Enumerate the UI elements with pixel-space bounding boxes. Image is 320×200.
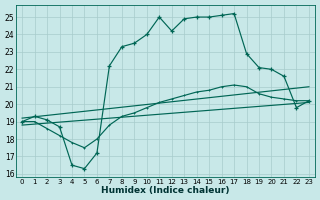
- X-axis label: Humidex (Indice chaleur): Humidex (Indice chaleur): [101, 186, 230, 195]
